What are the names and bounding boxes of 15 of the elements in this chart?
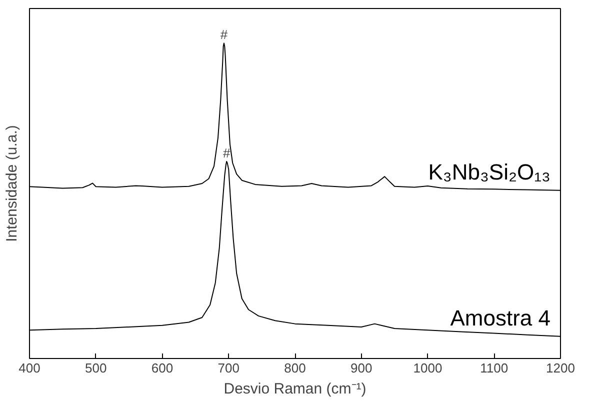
x-tick-label: 400 [18, 360, 40, 376]
x-tick-label: 500 [85, 360, 107, 376]
series-label: Amostra 4 [450, 305, 551, 330]
x-tick-label: 600 [151, 360, 174, 376]
x-tick-label: 900 [350, 360, 372, 376]
series-label: K₃Nb₃Si₂O₁₃ [428, 159, 550, 184]
x-tick-label: 1200 [546, 360, 575, 376]
x-tick-label: 1100 [480, 360, 508, 376]
x-tick-label: 800 [284, 360, 306, 376]
annotation: # [220, 27, 228, 42]
annotation: # [223, 145, 232, 160]
x-tick-label: 1000 [413, 360, 442, 376]
x-axis-title: Desvio Raman (cm⁻¹) [224, 380, 366, 398]
x-tick-label: 700 [218, 360, 240, 376]
y-axis-title: Intensidade (u.a.) [4, 125, 20, 242]
